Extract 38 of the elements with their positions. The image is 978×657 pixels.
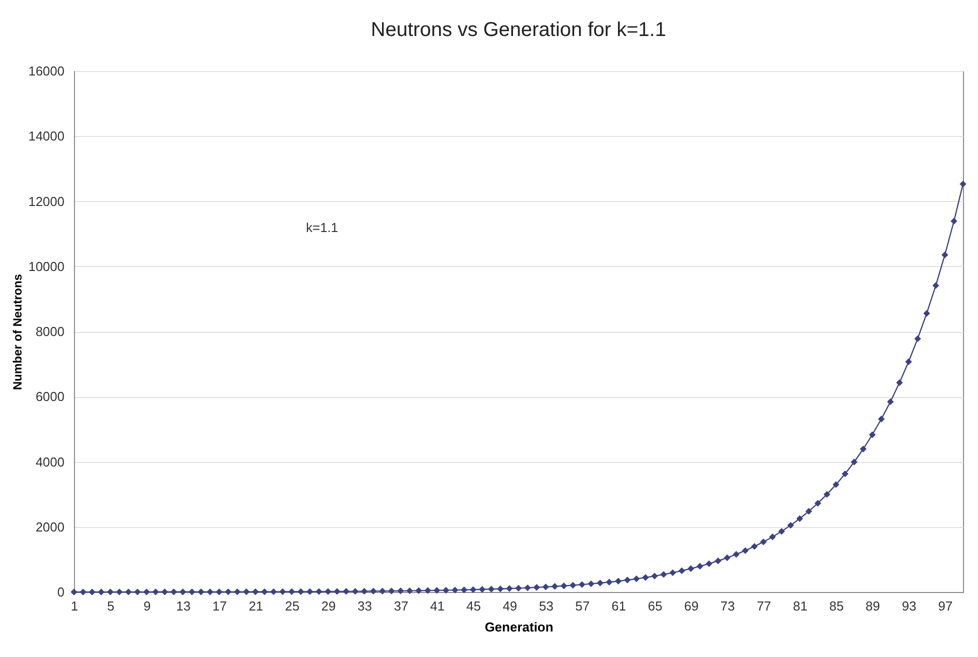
x-tick-label: 81 <box>792 598 808 614</box>
y-axis-title: Number of Neutrons <box>10 274 24 390</box>
y-tick-label: 2000 <box>36 519 64 534</box>
y-tick-label: 16000 <box>28 64 64 78</box>
x-tick-label: 61 <box>612 598 626 614</box>
x-tick-label: 77 <box>756 598 772 614</box>
x-tick-label: 69 <box>684 598 699 614</box>
x-tick-label: 25 <box>284 598 300 614</box>
x-tick-label: 93 <box>902 598 916 614</box>
y-tick-label: 8000 <box>36 324 64 339</box>
x-tick-label: 53 <box>538 598 554 614</box>
x-tick-label: 89 <box>866 598 880 614</box>
x-tick-label: 29 <box>321 598 336 614</box>
x-axis-title: Generation <box>484 620 554 634</box>
y-tick-label: 6000 <box>36 389 64 404</box>
x-tick-label: 73 <box>720 598 735 614</box>
x-tick-label: 97 <box>938 598 953 614</box>
x-tick-label: 85 <box>829 598 844 614</box>
y-tick-label: 12000 <box>28 194 64 209</box>
x-tick-label: 17 <box>212 598 227 614</box>
x-tick-label: 65 <box>648 598 662 614</box>
x-tick-label: 1 <box>70 598 78 614</box>
y-tick-label: 10000 <box>28 258 64 274</box>
x-tick-label: 13 <box>176 598 191 614</box>
x-tick-label: 37 <box>394 598 408 614</box>
x-tick-label: 33 <box>358 598 372 614</box>
y-tick-label: 4000 <box>36 454 64 470</box>
annotation: k=1.1 <box>306 220 338 235</box>
x-tick-label: 45 <box>466 598 481 614</box>
x-tick-label: 57 <box>575 598 590 614</box>
x-tick-label: 41 <box>430 598 445 614</box>
x-tick-label: 49 <box>502 598 518 614</box>
y-tick-label: 0 <box>57 584 64 600</box>
y-tick-label: 14000 <box>28 128 64 144</box>
x-tick-label: 21 <box>248 598 264 614</box>
x-tick-label: 9 <box>143 598 151 614</box>
chart-title: Neutrons vs Generation for k=1.1 <box>370 19 666 41</box>
x-tick-label: 5 <box>107 598 114 614</box>
